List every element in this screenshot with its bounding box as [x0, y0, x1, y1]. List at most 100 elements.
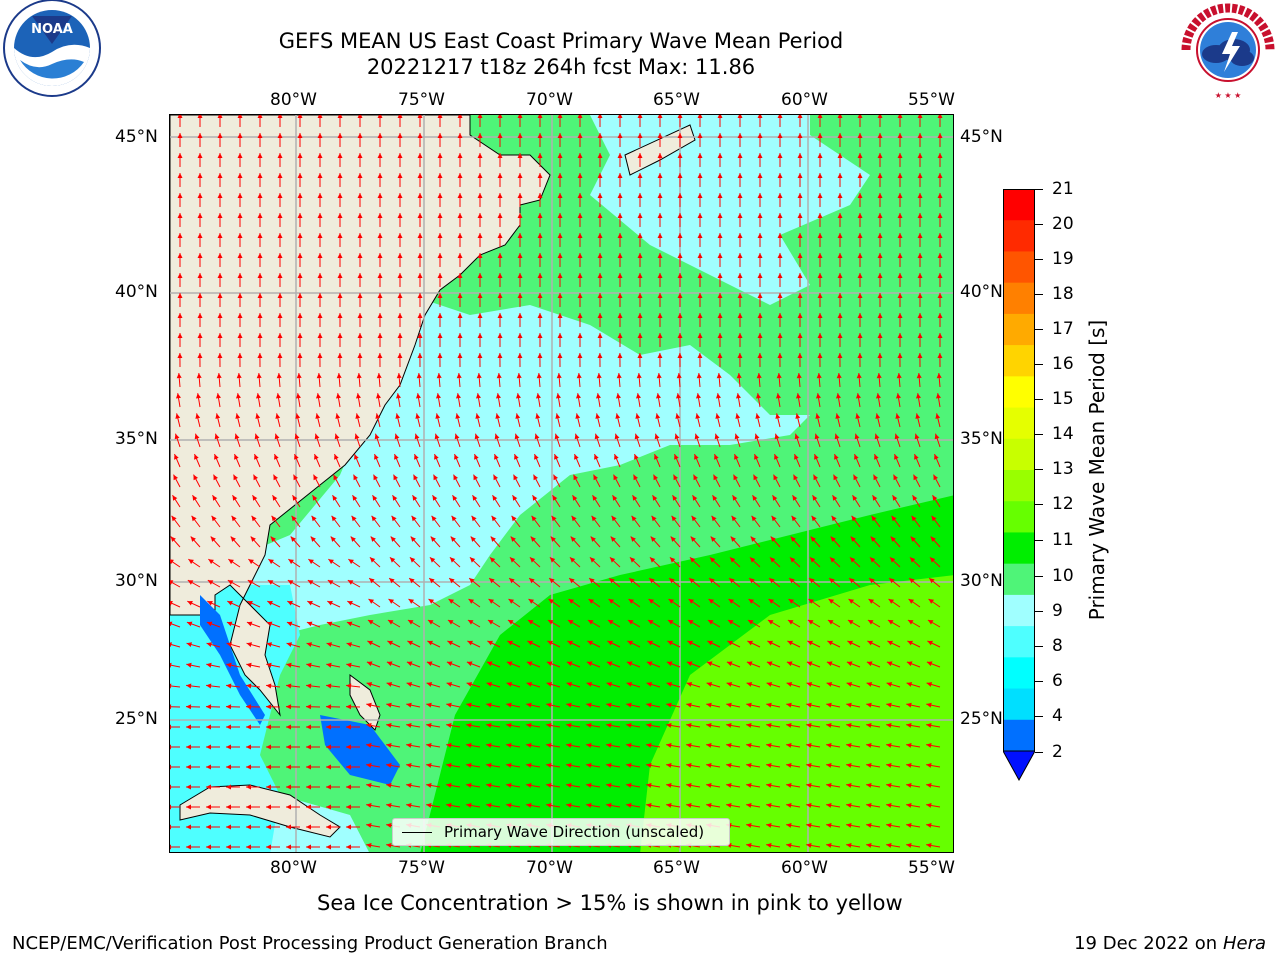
wave-arrow-head	[236, 373, 242, 379]
wave-arrow-head	[612, 495, 618, 501]
chart-subtitle: 20221217 t18z 264h fcst Max: 11.86	[366, 55, 756, 79]
wave-arrow-head	[186, 824, 191, 830]
wave-arrow-head	[757, 333, 763, 338]
wave-arrow-head	[735, 413, 741, 419]
wave-arrow-head	[352, 495, 358, 501]
wave-arrow-head	[414, 433, 420, 440]
wave-arrow-head	[757, 233, 763, 238]
wave-arrow-head	[697, 153, 703, 158]
wave-arrow-head	[614, 454, 619, 460]
wave-arrow-head	[796, 393, 801, 399]
wave-arrow-head	[697, 293, 703, 298]
legend-label: Primary Wave Direction (unscaled)	[444, 823, 705, 841]
wave-arrow-head	[357, 293, 363, 298]
wave-arrow-head	[686, 661, 693, 667]
wave-arrow-head	[206, 764, 211, 770]
wave-arrow-head	[277, 313, 283, 318]
wave-arrow-head	[697, 353, 703, 358]
wave-arrow-head	[817, 115, 823, 118]
wave-arrow-head	[414, 454, 419, 460]
wave-arrow-head	[446, 682, 453, 687]
wave-arrow-head	[337, 333, 343, 338]
wave-arrow-head	[477, 333, 483, 338]
wave-arrow-head	[506, 682, 513, 687]
wave-arrow-head	[857, 293, 863, 298]
wave-arrow-head	[556, 373, 562, 379]
wave-arrow-head	[253, 474, 258, 481]
wave-arrow-head	[537, 193, 543, 198]
wave-arrow-head	[868, 599, 874, 604]
wave-arrow-head	[557, 253, 563, 258]
wave-arrow-head	[496, 393, 501, 399]
wave-arrow-head	[526, 682, 533, 687]
wave-arrow-head	[437, 213, 443, 218]
wave-arrow-head	[886, 702, 892, 708]
wave-arrow-head	[757, 153, 763, 158]
wave-arrow-head	[366, 763, 372, 768]
wave-arrow-head	[917, 173, 923, 178]
wave-arrow-head	[777, 273, 783, 278]
wave-arrow-head	[497, 273, 503, 278]
wave-arrow-head	[911, 515, 917, 522]
wave-arrow-head	[677, 293, 683, 298]
wave-arrow-head	[332, 495, 338, 501]
wave-arrow-head	[566, 682, 573, 687]
wave-arrow-head	[537, 293, 543, 298]
wave-arrow-head	[277, 293, 283, 298]
wave-arrow-head	[746, 783, 752, 788]
wave-arrow-head	[357, 333, 363, 338]
wave-arrow-head	[390, 536, 396, 542]
wave-arrow-head	[597, 133, 603, 138]
wave-arrow-head	[917, 233, 923, 238]
wave-arrow-head	[426, 723, 432, 728]
wave-arrow-head	[417, 253, 423, 258]
wave-arrow-head	[386, 763, 392, 768]
wave-arrow-head	[526, 803, 532, 808]
wave-arrow-head	[488, 599, 494, 604]
wave-arrow-head	[834, 433, 840, 440]
wave-arrow-head	[908, 599, 914, 604]
wave-arrow-head	[807, 640, 813, 646]
wave-arrow-head	[757, 115, 763, 118]
wave-arrow-head	[497, 153, 503, 158]
wave-arrow-head	[713, 474, 718, 481]
wave-arrow-head	[729, 557, 736, 563]
wave-arrow-head	[857, 233, 863, 238]
wave-arrow-head	[733, 474, 738, 481]
wave-arrow-head	[617, 193, 623, 198]
wave-arrow-head	[517, 233, 523, 238]
wave-arrow-head	[586, 763, 592, 768]
wave-arrow-head	[671, 515, 677, 522]
wave-arrow-head	[366, 823, 372, 828]
wave-arrow-head	[276, 373, 282, 379]
wave-arrow-head	[711, 515, 717, 522]
wave-arrow-head	[637, 273, 643, 278]
wave-arrow-head	[586, 723, 592, 728]
wave-arrow-head	[646, 702, 652, 708]
wave-arrow-head	[929, 578, 935, 584]
wave-arrow-head	[286, 764, 291, 770]
wave-arrow-head	[746, 763, 752, 768]
wave-arrow-head	[366, 743, 372, 748]
wave-arrow-head	[927, 640, 933, 646]
wave-arrow-head	[170, 784, 171, 790]
wave-arrow-head	[626, 702, 632, 708]
wave-arrow-head	[317, 153, 323, 158]
wave-arrow-head	[506, 661, 513, 667]
nws-logo: ★ ★ ★	[1178, 2, 1278, 102]
wave-arrow-head	[886, 723, 892, 728]
wave-arrow-head	[646, 682, 653, 687]
map-panel[interactable]	[169, 114, 954, 853]
wave-arrow-head	[170, 601, 173, 606]
wave-arrow-head	[266, 784, 271, 790]
wave-arrow-head	[666, 783, 672, 788]
wave-arrow-head	[315, 413, 321, 419]
lat-tick-right: 30°N	[960, 571, 1003, 591]
wave-arrow-head	[746, 823, 752, 828]
wave-arrow-head	[213, 474, 218, 481]
noaa-logo: NOAA	[0, 0, 105, 100]
wave-arrow-head	[786, 803, 792, 808]
wave-arrow-head	[577, 333, 583, 338]
wave-arrow-head	[434, 433, 440, 440]
wave-arrow-head	[477, 173, 483, 178]
